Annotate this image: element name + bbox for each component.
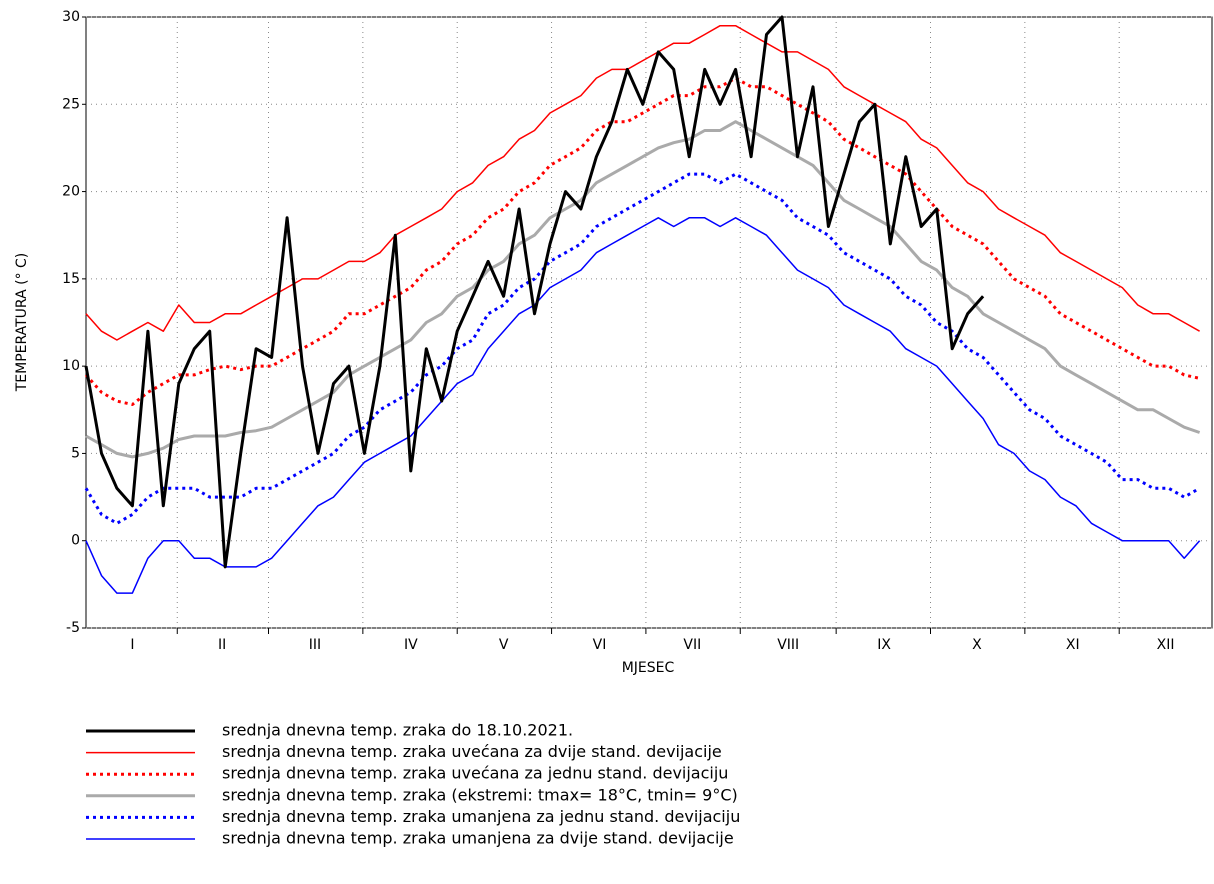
x-tick-label: VIII	[777, 637, 799, 653]
y-tick-label: 15	[62, 271, 80, 287]
plot-frame	[85, 16, 1213, 629]
series-line	[84, 15, 985, 569]
series-line	[85, 217, 1201, 594]
x-tick-label: I	[130, 637, 134, 653]
legend-label: srednja dnevna temp. zraka (ekstremi: tm…	[222, 785, 738, 804]
y-tick-label: 10	[62, 358, 80, 374]
series-line	[85, 24, 1200, 341]
x-tick-label: II	[218, 637, 226, 653]
x-tick-label: III	[309, 637, 321, 653]
x-tick-label: V	[499, 637, 509, 653]
x-axis-label: MJESEC	[622, 660, 675, 676]
y-tick-label: 20	[62, 184, 80, 200]
legend-label: srednja dnevna temp. zraka do 18.10.2021…	[222, 721, 573, 740]
y-tick-label: 25	[62, 96, 80, 112]
legend-label: srednja dnevna temp. zraka uvećana za je…	[222, 764, 728, 783]
x-tick-label: IX	[877, 637, 891, 653]
x-tick-label: X	[972, 637, 982, 653]
x-tick-label: VII	[683, 637, 701, 653]
legend-label: srednja dnevna temp. zraka umanjena za j…	[222, 807, 740, 826]
x-tick-label: XI	[1066, 637, 1080, 653]
series-line	[85, 120, 1201, 459]
series-line	[84, 76, 1200, 406]
x-tick-label: XII	[1157, 637, 1175, 653]
legend: srednja dnevna temp. zraka do 18.10.2021…	[86, 721, 740, 848]
x-tick-label: IV	[404, 637, 418, 653]
y-tick-label: 30	[62, 9, 80, 25]
y-tick-label: 0	[71, 533, 80, 549]
legend-label: srednja dnevna temp. zraka uvećana za dv…	[222, 742, 722, 761]
x-tick-label: VI	[593, 637, 607, 653]
y-tick-label: 5	[71, 445, 80, 461]
y-axis-label: TEMPERATURA (° C)	[14, 253, 30, 393]
y-tick-label: -5	[66, 620, 80, 636]
legend-label: srednja dnevna temp. zraka umanjena za d…	[222, 829, 734, 848]
